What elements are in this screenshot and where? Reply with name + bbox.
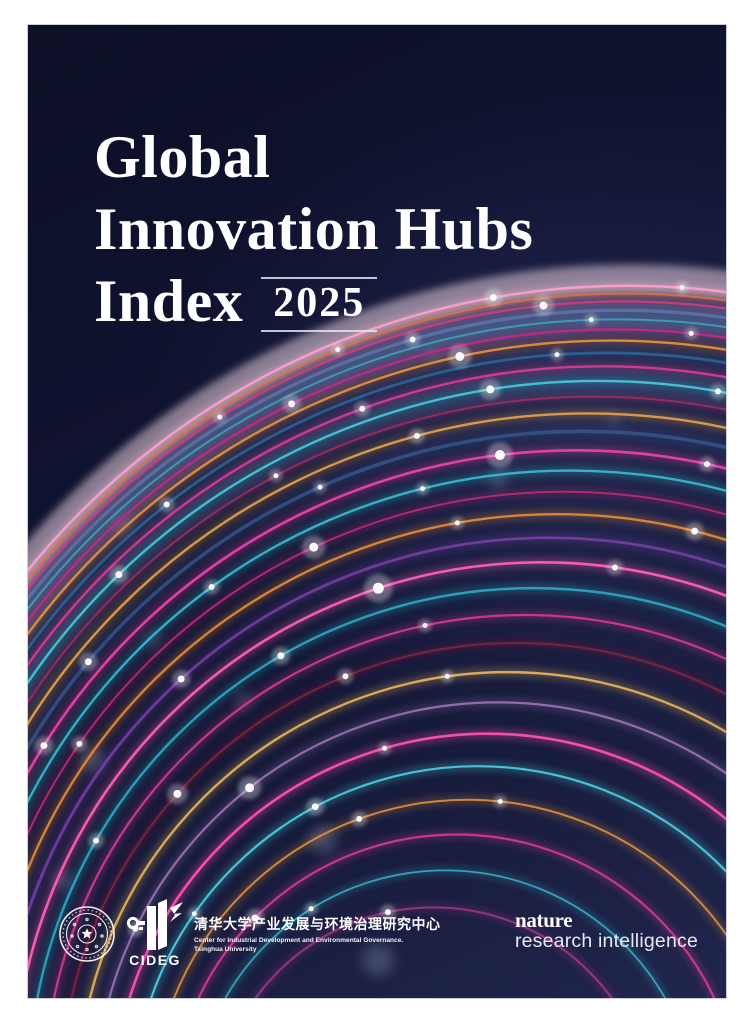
cideg-name-zh: 清华大学产业发展与环境治理研究中心 <box>194 915 441 932</box>
cideg-affiliation: Tsinghua University <box>194 945 257 953</box>
cover-footer: CIDEG 清华大学产业发展与环境治理研究中心 Center for Indus… <box>28 888 726 998</box>
cover-title: Global Innovation Hubs Index 2025 <box>94 121 533 337</box>
tsinghua-seal-icon <box>59 906 115 962</box>
cideg-text-block: 清华大学产业发展与环境治理研究中心 Center for Industrial … <box>194 915 441 954</box>
cideg-name-en: Center for Industrial Development and En… <box>194 936 404 944</box>
title-line-3: Index 2025 <box>94 265 533 337</box>
year-badge: 2025 <box>261 277 378 332</box>
publisher-division: research intelligence <box>514 930 698 953</box>
title-line-1: Global <box>94 124 271 190</box>
cideg-acronym: CIDEG <box>129 952 181 968</box>
fiber-optic-artwork <box>28 264 726 998</box>
publisher-logo: nature research intelligence <box>515 910 698 952</box>
cideg-org-group: CIDEG 清华大学产业发展与环境治理研究中心 Center for Indus… <box>58 898 441 970</box>
report-cover: Global Innovation Hubs Index 2025 <box>28 25 726 998</box>
cideg-logo-icon: CIDEG <box>126 899 183 968</box>
title-line-3-text: Index <box>94 268 244 334</box>
publisher-brand: nature <box>514 908 573 933</box>
title-line-2: Innovation Hubs <box>94 196 534 262</box>
